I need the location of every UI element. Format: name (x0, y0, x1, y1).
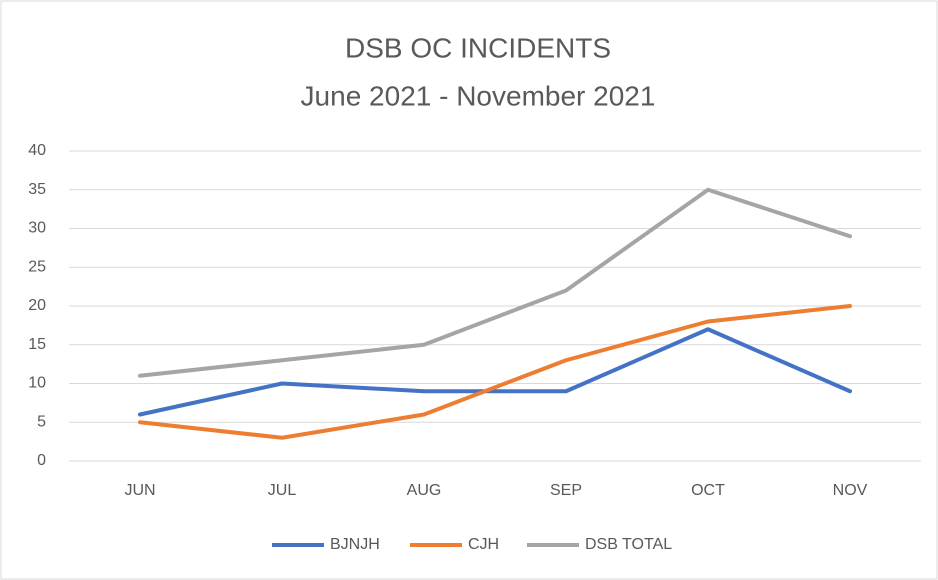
y-tick-label: 30 (28, 220, 46, 237)
y-tick-label: 0 (37, 452, 46, 469)
x-tick-label: JUN (124, 482, 155, 499)
y-tick-label: 40 (28, 142, 46, 159)
y-tick-label: 10 (28, 375, 46, 392)
y-tick-label: 15 (28, 336, 46, 353)
x-tick-label: JUL (268, 482, 297, 499)
y-tick-label: 20 (28, 297, 46, 314)
series-line (138, 304, 852, 440)
x-tick-label: SEP (550, 482, 582, 499)
y-tick-label: 35 (28, 181, 46, 198)
x-tick-label: OCT (691, 482, 725, 499)
legend-label: BJNJH (330, 536, 380, 553)
legend-label: CJH (468, 536, 499, 553)
x-tick-label: NOV (833, 482, 868, 499)
series-line (138, 187, 852, 378)
legend-label: DSB TOTAL (585, 536, 672, 553)
chart-title: DSB OC INCIDENTS (345, 32, 611, 63)
y-tick-label: 5 (37, 413, 46, 430)
chart-subtitle: June 2021 - November 2021 (301, 80, 656, 111)
y-tick-label: 25 (28, 258, 46, 275)
series-line (138, 327, 852, 417)
x-tick-label: AUG (407, 482, 442, 499)
